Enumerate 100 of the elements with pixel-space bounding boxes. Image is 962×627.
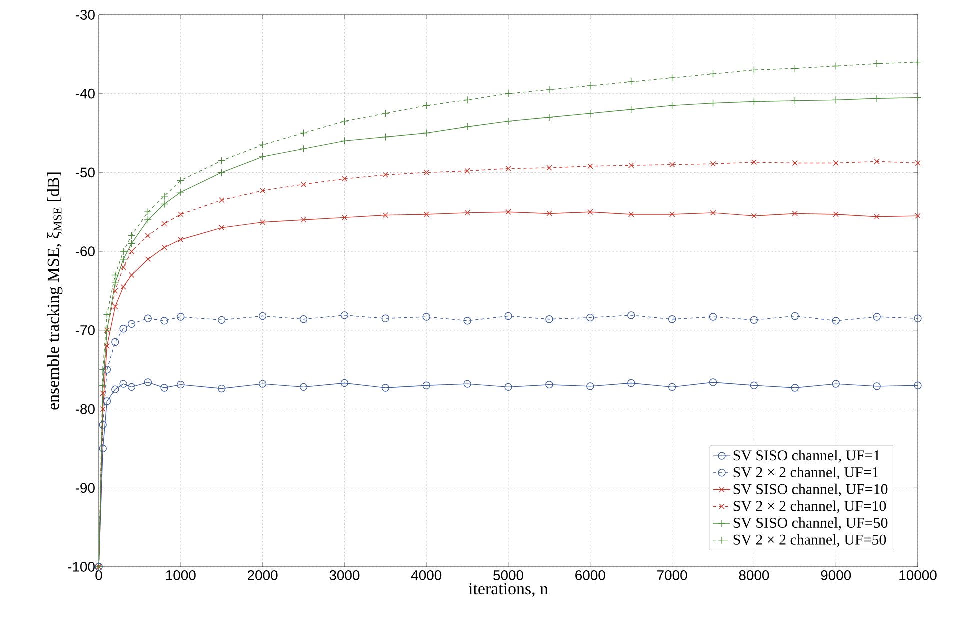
point <box>914 314 922 322</box>
x-tick-label: 7000 <box>658 570 688 580</box>
point <box>833 160 839 166</box>
point <box>382 314 390 322</box>
point <box>422 382 430 390</box>
point <box>628 312 636 320</box>
point <box>99 421 107 429</box>
point <box>791 97 799 105</box>
point <box>792 210 798 217</box>
point <box>178 212 184 218</box>
point <box>112 338 120 346</box>
point <box>340 312 349 320</box>
point <box>464 317 472 325</box>
point <box>628 379 636 388</box>
point <box>791 384 799 392</box>
point <box>668 102 676 110</box>
point <box>669 162 676 168</box>
point <box>792 160 798 166</box>
point <box>99 444 107 453</box>
point <box>873 382 881 390</box>
point <box>791 64 799 72</box>
point <box>112 271 120 280</box>
point <box>874 158 880 164</box>
legend-label: SV SISO channel, UF=50 <box>734 518 888 530</box>
x-tick-label: 4000 <box>411 570 442 580</box>
point <box>506 209 512 215</box>
point <box>300 182 307 188</box>
point <box>464 123 472 131</box>
point <box>750 66 758 74</box>
point <box>628 212 634 218</box>
legend-label: SV 2 × 2 channel, UF=50 <box>734 534 886 548</box>
point <box>546 165 552 171</box>
point <box>464 96 472 104</box>
point <box>588 164 594 170</box>
point <box>873 94 881 102</box>
point <box>750 316 758 324</box>
x-tick-label: 9000 <box>821 570 852 580</box>
point <box>258 380 267 388</box>
point <box>258 141 267 149</box>
point <box>874 214 880 220</box>
point <box>914 94 922 102</box>
y-tick-label: -60 <box>76 246 95 257</box>
point <box>873 60 881 68</box>
point <box>300 383 308 392</box>
y-tick-label: -90 <box>76 483 95 494</box>
x-tick-label: 0 <box>96 570 102 580</box>
point <box>219 225 225 231</box>
y-tick-label: -100 <box>68 562 95 572</box>
point <box>99 382 107 390</box>
point <box>178 236 184 243</box>
point <box>120 264 126 270</box>
point <box>120 284 126 290</box>
point <box>340 379 349 388</box>
point <box>464 168 470 174</box>
point <box>504 312 512 320</box>
point <box>218 316 226 324</box>
point <box>833 212 839 218</box>
point <box>422 102 430 110</box>
point <box>464 380 472 388</box>
point <box>160 200 168 208</box>
point <box>177 381 185 389</box>
y-tick-label: -80 <box>76 404 95 414</box>
point <box>128 383 136 392</box>
x-tick-label: 6000 <box>576 570 606 580</box>
point <box>177 188 185 196</box>
point <box>128 320 136 328</box>
point <box>709 313 718 321</box>
x-tick-label: 5000 <box>494 570 524 580</box>
point <box>340 118 349 126</box>
point <box>162 244 168 250</box>
point <box>546 86 554 94</box>
point <box>750 98 758 106</box>
point <box>586 110 594 118</box>
x-tick-label: 10000 <box>900 570 937 580</box>
point <box>128 240 136 248</box>
point <box>128 272 135 278</box>
point <box>260 220 266 226</box>
point <box>710 210 716 216</box>
point <box>504 90 512 98</box>
legend-label: SV SISO channel, UF=1 <box>734 450 880 463</box>
x-tick-label: 3000 <box>330 570 360 580</box>
point <box>915 160 921 166</box>
point <box>112 386 120 394</box>
point <box>260 188 266 194</box>
point <box>832 317 840 325</box>
point <box>668 74 676 82</box>
point <box>145 256 151 262</box>
point <box>914 58 922 66</box>
point <box>382 384 390 392</box>
point <box>128 248 135 254</box>
point <box>832 380 840 388</box>
point <box>586 82 594 90</box>
point <box>177 313 185 321</box>
point <box>128 232 136 240</box>
point <box>219 198 225 204</box>
point <box>99 366 107 374</box>
point <box>791 312 799 320</box>
point <box>258 153 267 161</box>
point <box>709 70 718 78</box>
point <box>144 216 152 224</box>
